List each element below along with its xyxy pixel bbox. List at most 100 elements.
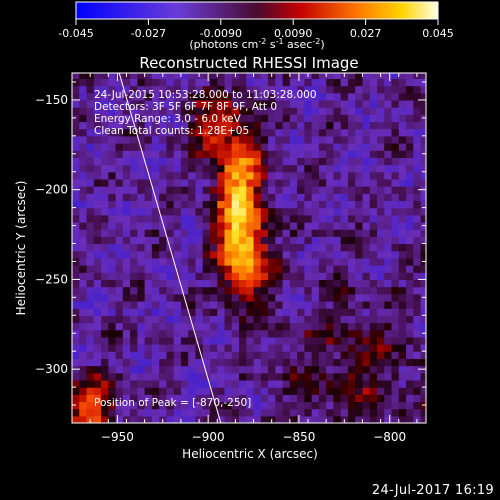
heatmap-cell bbox=[398, 257, 407, 266]
heatmap-cell bbox=[260, 351, 269, 359]
heatmap-cell bbox=[253, 300, 262, 309]
heatmap-cell bbox=[209, 143, 218, 151]
heatmap-cell bbox=[151, 329, 160, 338]
heatmap-cell bbox=[398, 73, 407, 79]
heatmap-cell bbox=[369, 207, 378, 216]
heatmap-cell bbox=[398, 394, 407, 403]
heatmap-cell bbox=[144, 92, 153, 101]
heatmap-cell bbox=[376, 236, 385, 245]
heatmap-cell bbox=[384, 229, 393, 237]
heatmap-cell bbox=[101, 379, 109, 388]
heatmap-cell bbox=[376, 322, 385, 331]
heatmap-cell bbox=[420, 300, 426, 309]
heatmap-cell bbox=[195, 279, 204, 288]
colorbar-tick-label: 0.0090 bbox=[274, 27, 313, 40]
heatmap-cell bbox=[93, 344, 102, 352]
heatmap-cell bbox=[384, 164, 393, 173]
heatmap-cell bbox=[297, 85, 305, 94]
heatmap-cell bbox=[86, 408, 95, 417]
heatmap-cell bbox=[217, 99, 226, 108]
heatmap-cell bbox=[122, 157, 131, 166]
heatmap-cell bbox=[122, 344, 131, 352]
heatmap-cell bbox=[369, 193, 378, 202]
heatmap-cell bbox=[188, 379, 197, 388]
heatmap-cell bbox=[239, 315, 247, 324]
heatmap-cell bbox=[130, 164, 138, 173]
heatmap-cell bbox=[289, 315, 298, 324]
heatmap-cell bbox=[108, 114, 117, 123]
y-tick-label: −300 bbox=[35, 362, 68, 376]
heatmap-cell bbox=[108, 379, 117, 388]
heatmap-cell bbox=[130, 286, 138, 295]
heatmap-cell bbox=[108, 85, 117, 94]
heatmap-cell bbox=[253, 107, 262, 115]
heatmap-cell bbox=[268, 114, 276, 123]
heatmap-cell bbox=[289, 200, 298, 209]
heatmap-cell bbox=[151, 300, 160, 309]
heatmap-cell bbox=[246, 322, 255, 331]
heatmap-cell bbox=[195, 329, 204, 338]
heatmap-cell bbox=[108, 236, 117, 245]
heatmap-cell bbox=[406, 250, 414, 259]
heatmap-cell bbox=[79, 272, 88, 281]
heatmap-cell bbox=[340, 329, 349, 338]
heatmap-cell bbox=[93, 178, 102, 187]
heatmap-cell bbox=[202, 135, 211, 144]
heatmap-cell bbox=[173, 207, 182, 216]
heatmap-cell bbox=[173, 401, 182, 410]
heatmap-cell bbox=[137, 336, 146, 345]
heatmap-cell bbox=[79, 73, 88, 79]
heatmap-cell bbox=[195, 308, 204, 316]
heatmap-cell bbox=[282, 365, 291, 374]
heatmap-cell bbox=[166, 279, 175, 288]
heatmap-cell bbox=[137, 114, 146, 123]
heatmap-cell bbox=[144, 365, 153, 374]
heatmap-cell bbox=[151, 358, 160, 367]
heatmap-cell bbox=[413, 315, 422, 324]
heatmap-cell bbox=[311, 221, 320, 230]
heatmap-cell bbox=[209, 92, 218, 101]
heatmap-cell bbox=[326, 322, 335, 331]
heatmap-cell bbox=[304, 351, 313, 359]
heatmap-cell bbox=[362, 207, 371, 216]
heatmap-cell bbox=[362, 336, 371, 345]
heatmap-cell bbox=[333, 265, 342, 273]
heatmap-cell bbox=[202, 207, 211, 216]
heatmap-cell bbox=[297, 178, 305, 187]
heatmap-cell bbox=[347, 135, 356, 144]
heatmap-cell bbox=[282, 279, 291, 288]
heatmap-cell bbox=[151, 336, 160, 345]
heatmap-cell bbox=[166, 150, 175, 158]
heatmap-cell bbox=[340, 186, 349, 194]
heatmap-cell bbox=[166, 358, 175, 367]
heatmap-cell bbox=[101, 186, 109, 194]
heatmap-cell bbox=[413, 351, 422, 359]
heatmap-cell bbox=[130, 150, 138, 158]
heatmap-cell bbox=[159, 344, 167, 352]
heatmap-cell bbox=[318, 415, 327, 423]
heatmap-cell bbox=[224, 394, 233, 403]
heatmap-cell bbox=[333, 171, 342, 180]
heatmap-cell bbox=[86, 178, 95, 187]
heatmap-cell bbox=[347, 322, 356, 331]
heatmap-cell bbox=[406, 415, 414, 423]
heatmap-cell bbox=[304, 315, 313, 324]
heatmap-cell bbox=[268, 308, 276, 316]
heatmap-cell bbox=[115, 272, 124, 281]
heatmap-cell bbox=[253, 358, 262, 367]
heatmap-cell bbox=[93, 143, 102, 151]
heatmap-cell bbox=[151, 394, 160, 403]
heatmap-cell bbox=[253, 193, 262, 202]
heatmap-cell bbox=[188, 207, 197, 216]
heatmap-cell bbox=[195, 358, 204, 367]
heatmap-cell bbox=[384, 221, 393, 230]
heatmap-cell bbox=[151, 135, 160, 144]
heatmap-cell bbox=[362, 157, 371, 166]
heatmap-cell bbox=[369, 372, 378, 381]
heatmap-cell bbox=[326, 308, 335, 316]
heatmap-cell bbox=[333, 372, 342, 381]
heatmap-cell bbox=[239, 351, 247, 359]
heatmap-cell bbox=[108, 178, 117, 187]
heatmap-cell bbox=[239, 99, 247, 108]
heatmap-cell bbox=[275, 272, 284, 281]
